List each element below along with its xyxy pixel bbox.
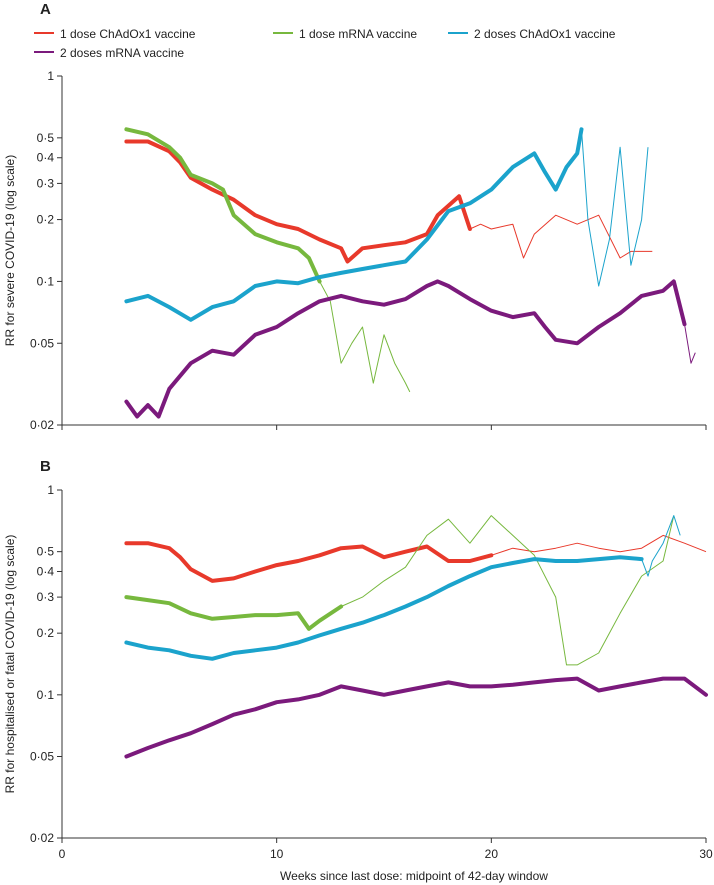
y-tick-label: 1: [47, 69, 54, 83]
series-line-c2-thick: [124, 555, 644, 661]
y-tick-label: 0·3: [37, 176, 55, 190]
series-line-c2-thick: [124, 127, 584, 322]
series-c1: [124, 139, 653, 264]
series-line-c1-thick: [124, 541, 494, 583]
series-line-m2-thick: [124, 676, 708, 759]
series-m2: [124, 279, 696, 419]
series-line-c2-thin: [641, 515, 681, 577]
x-tick-label: 20: [485, 847, 499, 861]
y-tick-label: 0·5: [37, 131, 55, 145]
y-tick-label: 0·5: [37, 545, 55, 559]
y-tick-label: 0·3: [37, 590, 55, 604]
legend-item-m2: 2 doses mRNA vaccine: [34, 46, 184, 60]
series-m1: [124, 127, 411, 393]
series-c2: [124, 127, 649, 322]
y-tick-label: 0·02: [30, 831, 54, 845]
series-line-m1-thick: [124, 595, 344, 631]
x-tick-label: 30: [699, 847, 713, 861]
legend-label-c2: 2 doses ChAdOx1 vaccine: [474, 27, 616, 41]
series-line-c1-thick: [124, 139, 472, 264]
panel-letter: A: [40, 1, 51, 18]
x-tick-label: 10: [270, 847, 284, 861]
panel-a: A 1 0·5 0·4 0·3 0·2 0·1 0·05 0·02 RR for severe C…: [3, 1, 707, 432]
panel-b: B 1 0·5 0·4 0·3 0·2 0·1 0·05 0·02 0 10 20 30 RR for h…: [3, 458, 713, 861]
y-tick-label: 0·05: [30, 336, 54, 350]
y-tick-label: 0·4: [37, 151, 55, 165]
y-axis-title: RR for hospitalised or fatal COVID-19 (l…: [3, 535, 17, 794]
y-tick-label: 1: [47, 483, 54, 497]
legend-item-m1: 1 dose mRNA vaccine: [273, 27, 417, 41]
series-line-m2-thick: [124, 279, 687, 419]
legend-label-m1: 1 dose mRNA vaccine: [299, 27, 417, 41]
series-m1: [124, 515, 675, 666]
y-tick-label: 0·2: [37, 626, 55, 640]
series-line-c1-thin: [469, 214, 653, 259]
legend-label-c1: 1 dose ChAdOx1 vaccine: [60, 27, 196, 41]
x-tick-label: 0: [59, 847, 66, 861]
series-m2: [124, 676, 708, 759]
legend-item-c1: 1 dose ChAdOx1 vaccine: [34, 27, 196, 41]
series-c2: [124, 515, 681, 661]
series-line-c1-thin: [491, 534, 707, 556]
y-tick-label: 0·02: [30, 418, 54, 432]
series-line-m1-thick: [124, 127, 322, 284]
panel-letter: B: [40, 458, 51, 475]
series-line-m1-thin: [340, 515, 675, 666]
series-line-m1-thin: [319, 281, 411, 393]
y-axis-title: RR for severe COVID-19 (log scale): [3, 155, 17, 346]
x-axis-title: Weeks since last dose: midpoint of 42-da…: [280, 869, 548, 883]
legend-label-m2: 2 doses mRNA vaccine: [60, 46, 184, 60]
y-tick-label: 0·1: [37, 274, 55, 288]
legend: 1 dose ChAdOx1 vaccine 1 dose mRNA vaccin…: [34, 27, 616, 60]
series-line-c2-thin: [581, 129, 649, 287]
y-tick-label: 0·05: [30, 749, 54, 763]
series-line-m2-thin: [684, 324, 696, 364]
y-tick-label: 0·1: [37, 688, 55, 702]
series-c1: [124, 534, 707, 583]
y-tick-label: 0·4: [37, 565, 55, 579]
y-tick-label: 0·2: [37, 213, 55, 227]
legend-item-c2: 2 doses ChAdOx1 vaccine: [448, 27, 616, 41]
